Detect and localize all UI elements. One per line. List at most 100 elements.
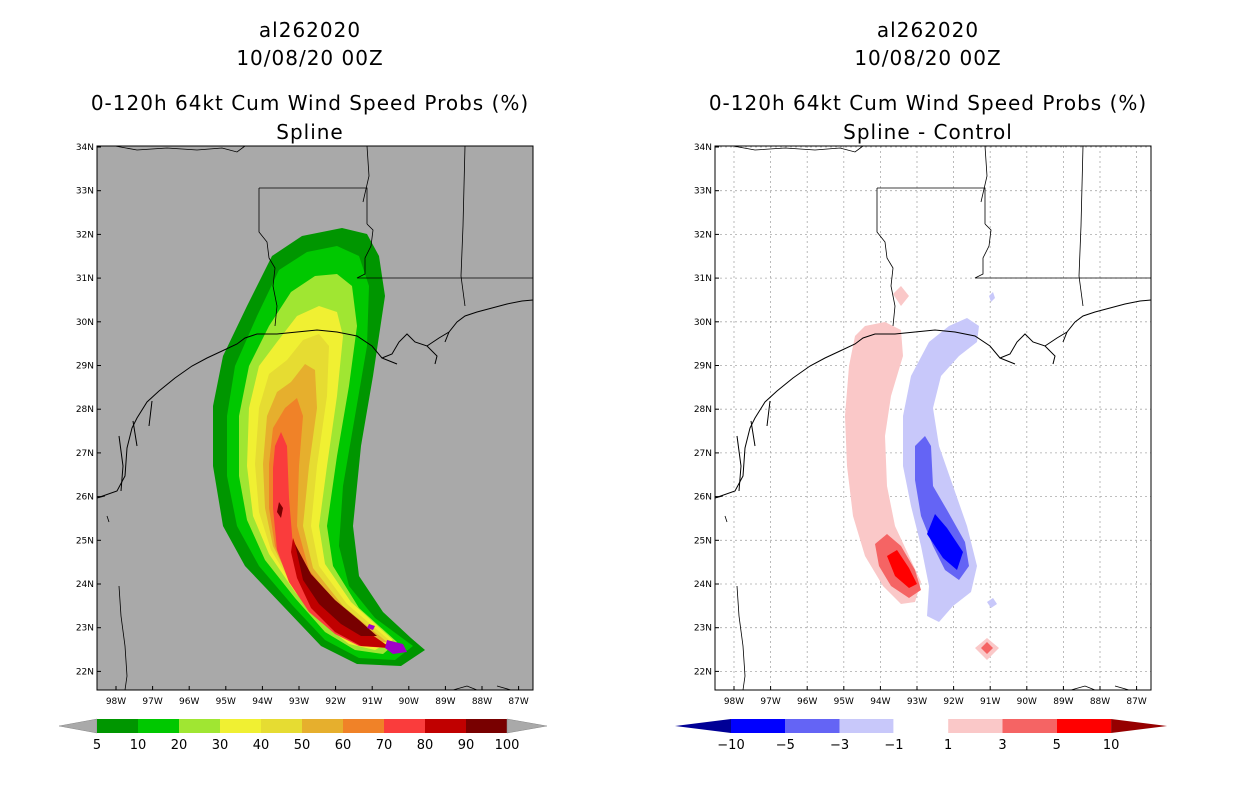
right-lat-label: 34N (694, 143, 712, 153)
right-colorbar: −10 −5 −3 −1 1 3 5 10 (675, 718, 1168, 753)
left-lon-label: 96W (179, 697, 199, 707)
left-map-frame (96, 145, 534, 691)
band-100 (367, 624, 407, 654)
colorbar-swatch (261, 719, 302, 733)
colorbar-label: 80 (417, 738, 434, 753)
right-datetime: 10/08/20 00Z (854, 46, 1002, 70)
colorbar-label: 90 (458, 738, 475, 753)
right-lon-label: 87W (1126, 697, 1146, 707)
right-lon-label: 92W (943, 697, 963, 707)
colorbar-label: 10 (1103, 738, 1120, 753)
difference-field (845, 286, 999, 660)
left-lat-label: 28N (76, 405, 94, 415)
left-lon-labels: 98W 97W 96W 95W 94W 93W 92W 91W 90W 89W 88W 87W (106, 686, 529, 707)
colorbar-over-triangle (506, 718, 548, 734)
colorbar-label: 100 (495, 738, 520, 753)
colorbar-under-triangle (58, 718, 98, 734)
left-lon-label: 94W (252, 697, 272, 707)
colorbar-swatch (97, 719, 138, 733)
right-map (714, 145, 1152, 691)
right-subtitle: Spline - Control (843, 120, 1013, 144)
left-lon-label: 88W (472, 697, 492, 707)
left-lat-label: 33N (76, 187, 94, 197)
left-lat-label: 27N (76, 449, 94, 459)
colorbar-swatch (893, 718, 949, 734)
right-lat-label: 30N (694, 318, 712, 328)
colorbar-swatch (302, 719, 343, 733)
left-lat-label: 31N (76, 274, 94, 284)
right-lat-label: 27N (694, 449, 712, 459)
left-datetime: 10/08/20 00Z (236, 46, 384, 70)
colorbar-label: 3 (998, 738, 1006, 753)
colorbar-swatch (425, 719, 466, 733)
right-lat-labels: 34N 33N 32N 31N 30N 29N 28N 27N 26N 25N 24N 23N 22N (694, 143, 719, 677)
right-product-title: 0-120h 64kt Cum Wind Speed Probs (%) (708, 91, 1148, 115)
right-lat-label: 24N (694, 580, 712, 590)
colorbar-label: −10 (717, 738, 744, 753)
colorbar-label: 70 (376, 738, 393, 753)
right-lat-label: 22N (694, 667, 712, 677)
left-lat-labels: 34N 33N 32N 31N 30N 29N 28N 27N 26N 25N 24N 23N 22N (76, 143, 101, 677)
left-lon-label: 87W (508, 697, 528, 707)
colorbar-swatch (179, 719, 220, 733)
left-lat-label: 29N (76, 362, 94, 372)
right-map-frame (714, 145, 1152, 691)
right-lat-label: 23N (694, 624, 712, 634)
colorbar-label: 5 (93, 738, 101, 753)
right-lon-label: 97W (760, 697, 780, 707)
right-lat-label: 26N (694, 493, 712, 503)
left-lat-label: 30N (76, 318, 94, 328)
right-lon-label: 96W (797, 697, 817, 707)
probability-swath (213, 228, 425, 666)
diff-minus-5 (927, 514, 963, 570)
colorbar-label: −1 (884, 738, 903, 753)
colorbar-label: 5 (1053, 738, 1061, 753)
right-gridlines (715, 146, 1151, 690)
right-lat-label: 29N (694, 362, 712, 372)
right-lon-label: 90W (1017, 697, 1037, 707)
colorbar-swatch (466, 719, 507, 733)
left-lat-label: 32N (76, 230, 94, 240)
diff-plus-5 (887, 550, 917, 588)
colorbar-swatch (785, 719, 840, 733)
right-lon-label: 98W (724, 697, 744, 707)
band-90 (277, 502, 377, 636)
left-lon-label: 98W (106, 697, 126, 707)
right-lon-label: 93W (907, 697, 927, 707)
right-lat-label: 32N (694, 230, 712, 240)
colorbar-over-triangle (1111, 719, 1168, 733)
colorbar-swatch (1002, 719, 1057, 733)
left-lon-label: 89W (435, 697, 455, 707)
colorbar-label: 10 (130, 738, 147, 753)
colorbar-swatch (1056, 719, 1112, 733)
left-product-title: 0-120h 64kt Cum Wind Speed Probs (%) (90, 91, 530, 115)
left-lat-label: 24N (76, 580, 94, 590)
colorbar-swatch (138, 719, 179, 733)
colorbar-label: 20 (171, 738, 188, 753)
diff-minus-1 (903, 292, 997, 622)
right-lon-label: 95W (834, 697, 854, 707)
left-lon-label: 91W (362, 697, 382, 707)
right-lat-label: 25N (694, 536, 712, 546)
left-lat-label: 22N (76, 667, 94, 677)
colorbar-under-triangle (675, 719, 731, 733)
right-lat-label: 33N (694, 187, 712, 197)
colorbar-label: 60 (335, 738, 352, 753)
colorbar-swatch (948, 719, 1003, 733)
left-lat-label: 25N (76, 536, 94, 546)
right-lon-label: 89W (1053, 697, 1073, 707)
left-colorbar: 5 10 20 30 40 50 60 70 80 90 100 (58, 718, 548, 753)
band-80 (291, 538, 391, 648)
band-70 (273, 432, 387, 648)
left-lat-label: 34N (76, 143, 94, 153)
left-lat-label: 23N (76, 624, 94, 634)
left-lat-label: 26N (76, 493, 94, 503)
right-lat-label: 28N (694, 405, 712, 415)
right-lat-label: 31N (694, 274, 712, 284)
left-lon-label: 93W (289, 697, 309, 707)
colorbar-swatch (220, 719, 261, 733)
colorbar-label: 30 (212, 738, 229, 753)
colorbar-swatch (839, 719, 894, 733)
right-lon-label: 91W (980, 697, 1000, 707)
left-lon-label: 92W (325, 697, 345, 707)
